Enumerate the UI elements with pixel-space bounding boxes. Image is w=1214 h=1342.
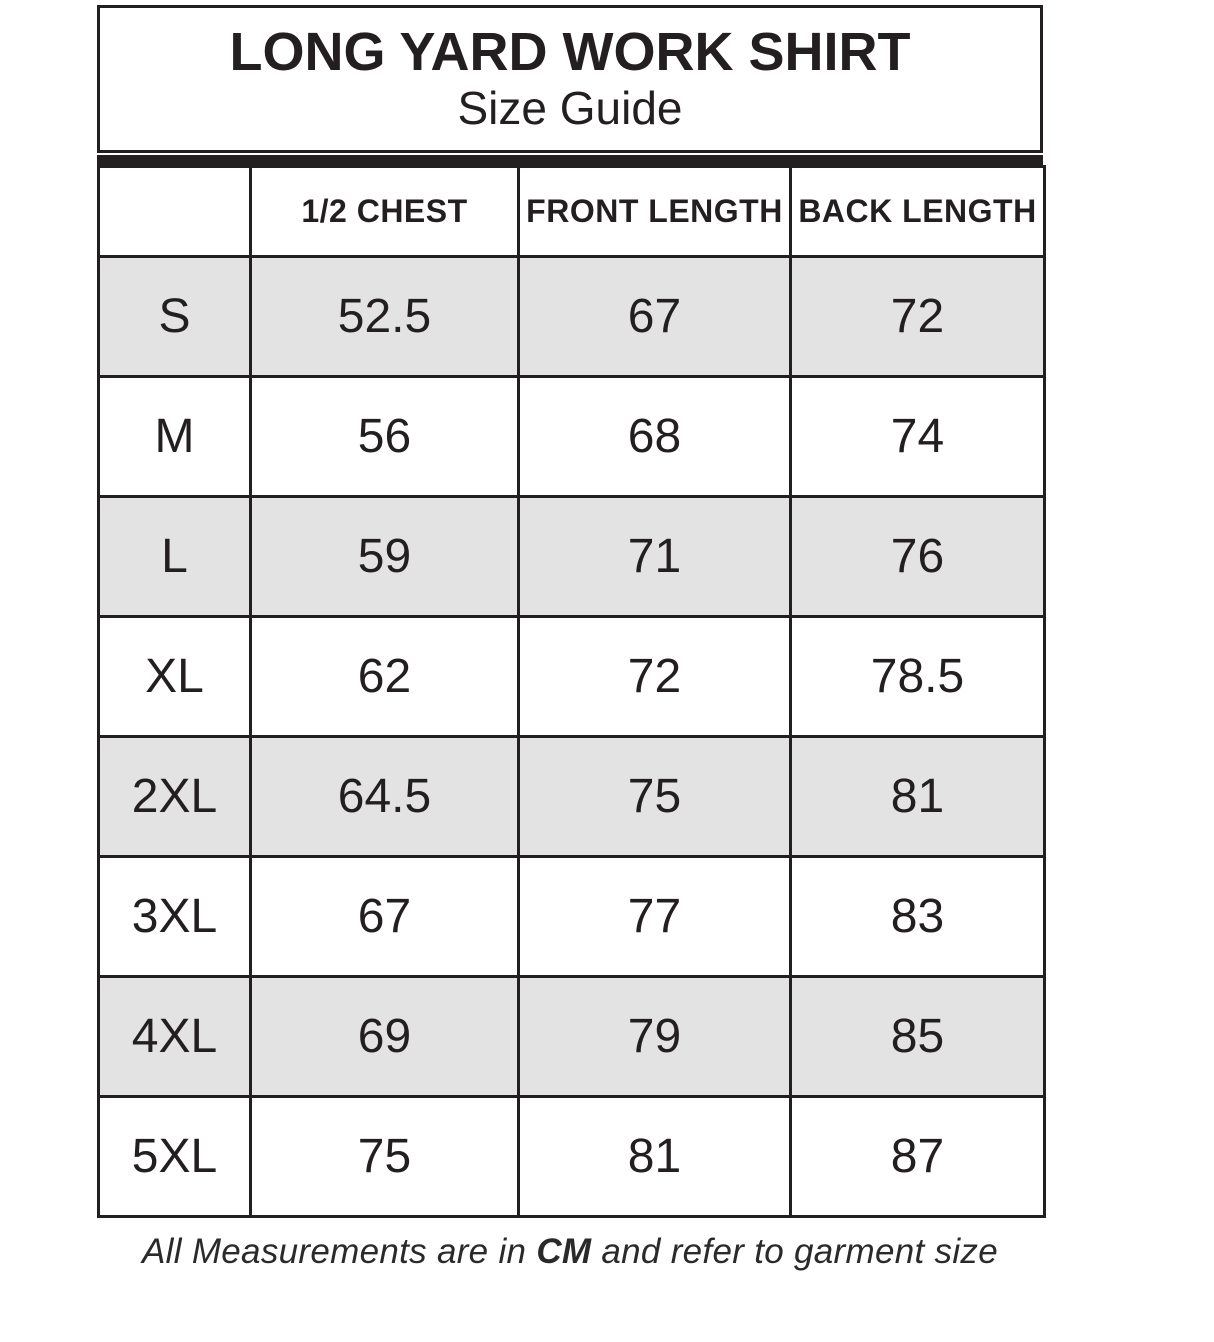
- size-label: XL: [97, 615, 252, 738]
- column-header-row: 1/2 CHEST FRONT LENGTH BACK LENGTH: [97, 165, 1046, 258]
- front-length-value: 72: [517, 615, 792, 738]
- column-header-back-length: BACK LENGTH: [789, 165, 1046, 258]
- size-label: M: [97, 375, 252, 498]
- table-row: L 59 71 76: [97, 495, 1046, 618]
- column-header-half-chest: 1/2 CHEST: [249, 165, 520, 258]
- half-chest-value: 56: [249, 375, 520, 498]
- footnote-prefix: All Measurements are in: [142, 1232, 537, 1271]
- front-length-value: 77: [517, 855, 792, 978]
- size-label: S: [97, 255, 252, 378]
- back-length-value: 78.5: [789, 615, 1046, 738]
- size-label: 2XL: [97, 735, 252, 858]
- back-length-value: 76: [789, 495, 1046, 618]
- measurement-footnote: All Measurements are in CM and refer to …: [97, 1232, 1043, 1272]
- page-title: LONG YARD WORK SHIRT: [229, 22, 911, 83]
- table-row: XL 62 72 78.5: [97, 615, 1046, 738]
- back-length-value: 81: [789, 735, 1046, 858]
- front-length-value: 68: [517, 375, 792, 498]
- size-table: 1/2 CHEST FRONT LENGTH BACK LENGTH S 52.…: [97, 165, 1046, 1218]
- half-chest-value: 64.5: [249, 735, 520, 858]
- front-length-value: 71: [517, 495, 792, 618]
- column-header-size: [97, 165, 252, 258]
- front-length-value: 81: [517, 1095, 792, 1218]
- table-row: 5XL 75 81 87: [97, 1095, 1046, 1218]
- back-length-value: 74: [789, 375, 1046, 498]
- footnote-unit: CM: [536, 1232, 592, 1271]
- table-row: M 56 68 74: [97, 375, 1046, 498]
- front-length-value: 79: [517, 975, 792, 1098]
- back-length-value: 72: [789, 255, 1046, 378]
- back-length-value: 85: [789, 975, 1046, 1098]
- front-length-value: 75: [517, 735, 792, 858]
- size-label: L: [97, 495, 252, 618]
- size-guide-sheet: LONG YARD WORK SHIRT Size Guide 1/2 CHES…: [97, 5, 1046, 1272]
- header-box: LONG YARD WORK SHIRT Size Guide: [97, 5, 1043, 153]
- half-chest-value: 62: [249, 615, 520, 738]
- back-length-value: 87: [789, 1095, 1046, 1218]
- size-label: 5XL: [97, 1095, 252, 1218]
- table-row: 4XL 69 79 85: [97, 975, 1046, 1098]
- table-row: S 52.5 67 72: [97, 255, 1046, 378]
- half-chest-value: 75: [249, 1095, 520, 1218]
- half-chest-value: 52.5: [249, 255, 520, 378]
- back-length-value: 83: [789, 855, 1046, 978]
- half-chest-value: 59: [249, 495, 520, 618]
- table-row: 2XL 64.5 75 81: [97, 735, 1046, 858]
- page-subtitle: Size Guide: [457, 82, 683, 135]
- front-length-value: 67: [517, 255, 792, 378]
- half-chest-value: 67: [249, 855, 520, 978]
- column-header-front-length: FRONT LENGTH: [517, 165, 792, 258]
- half-chest-value: 69: [249, 975, 520, 1098]
- size-label: 3XL: [97, 855, 252, 978]
- footnote-suffix: and refer to garment size: [591, 1232, 998, 1271]
- header-divider-bar: [97, 155, 1043, 165]
- table-row: 3XL 67 77 83: [97, 855, 1046, 978]
- size-label: 4XL: [97, 975, 252, 1098]
